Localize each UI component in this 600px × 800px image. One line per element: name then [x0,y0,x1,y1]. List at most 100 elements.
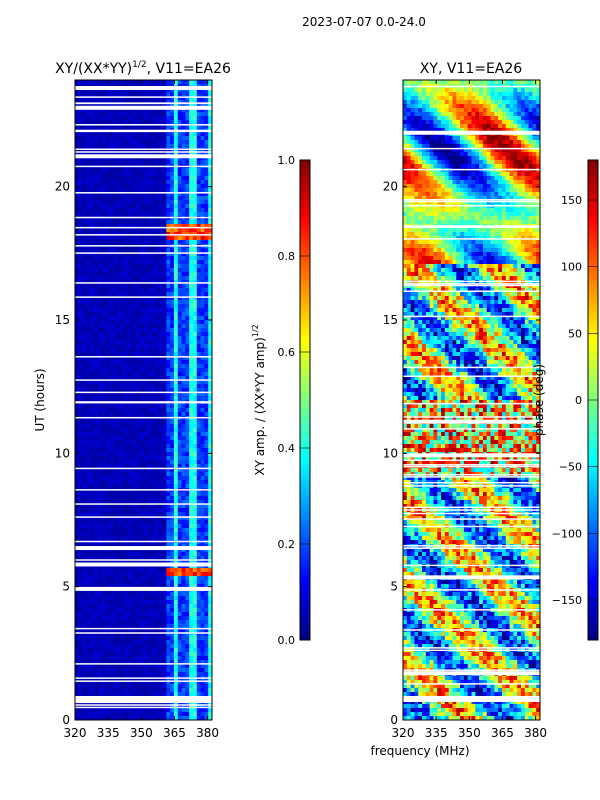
amplitude-heatmap-cell [132,268,137,273]
amplitude-heatmap-cell [116,236,122,241]
amplitude-heatmap-cell [139,80,144,85]
amplitude-heatmap-cell [109,380,114,385]
amplitude-heatmap-cell [97,292,103,297]
amplitude-heatmap-cell [185,304,190,309]
amplitude-heatmap-cell [147,620,152,625]
amplitude-heatmap-cell [90,376,95,381]
amplitude-heatmap-cell [109,136,114,141]
amplitude-heatmap-cell [128,552,133,557]
amplitude-heatmap-cell [128,472,133,477]
amplitude-heatmap-cell [105,220,110,225]
amplitude-heatmap-cell [124,196,129,201]
amplitude-heatmap-cell [192,324,198,329]
amplitude-heatmap-cell [147,372,152,377]
amplitude-heatmap-cell [90,332,95,337]
amplitude-heatmap-cell [132,356,137,361]
amplitude-heatmap-cell [185,536,190,541]
amplitude-heatmap-cell [75,192,80,197]
amplitude-heatmap-cell [192,344,198,349]
amplitude-heatmap-cell [105,512,110,517]
amplitude-heatmap-cell [90,624,95,629]
amplitude-heatmap-cell [162,592,167,597]
amplitude-heatmap-cell [143,92,148,97]
amplitude-heatmap-cell [196,420,202,425]
amplitude-heatmap-cell [192,504,198,509]
amplitude-heatmap-cell [189,92,194,97]
amplitude-heatmap-cell [75,240,80,245]
amplitude-heatmap-cell [177,96,183,101]
amplitude-heatmap-cell [94,580,99,585]
amplitude-heatmap-cell [105,492,110,497]
amplitude-heatmap-cell [189,388,194,393]
amplitude-heatmap-cell [162,328,167,333]
amplitude-heatmap-cell [109,204,114,209]
amplitude-heatmap-cell [75,500,80,505]
amplitude-heatmap-cell [192,472,198,477]
amplitude-heatmap-cell [101,524,106,529]
amplitude-heatmap-cell [173,328,179,333]
amplitude-heatmap-cell [124,212,129,217]
amplitude-heatmap-cell [196,212,202,217]
amplitude-heatmap-cell [143,256,148,261]
amplitude-heatmap-cell [204,172,209,177]
amplitude-heatmap-cell [177,144,183,149]
amplitude-heatmap-cell [139,560,144,565]
amplitude-heatmap-cell [158,492,164,497]
amplitude-heatmap-cell [101,152,106,157]
amplitude-heatmap-cell [192,512,198,517]
amplitude-heatmap-cell [75,172,80,177]
amplitude-heatmap-cell [120,284,125,289]
amplitude-heatmap-cell [82,144,87,149]
amplitude-heatmap-cell [208,520,212,525]
amplitude-heatmap-cell [124,288,129,293]
amplitude-heatmap-cell [78,516,84,521]
amplitude-heatmap-cell [192,196,198,201]
amplitude-heatmap-cell [82,252,87,257]
amplitude-heatmap-cell [143,460,148,465]
amplitude-heatmap-cell [90,160,95,165]
amplitude-heatmap-cell [177,116,183,121]
amplitude-heatmap-cell [90,220,95,225]
amplitude-heatmap-cell [132,208,137,213]
amplitude-heatmap-cell [170,624,175,629]
amplitude-heatmap-cell [116,304,122,309]
amplitude-heatmap-cell [204,508,209,513]
amplitude-heatmap-cell [109,520,114,525]
amplitude-heatmap-cell [200,352,205,357]
amplitude-heatmap-cell [158,584,164,589]
amplitude-heatmap-cell [151,516,156,521]
amplitude-heatmap-cell [204,364,209,369]
amplitude-heatmap-cell [166,452,171,457]
amplitude-heatmap-cell [82,504,87,509]
amplitude-heatmap-cell [139,248,144,253]
amplitude-heatmap-cell [143,480,148,485]
amplitude-heatmap-cell [120,364,125,369]
amplitude-heatmap-cell [78,120,84,125]
amplitude-heatmap-cell [124,372,129,377]
amplitude-heatmap-cell [101,260,106,265]
amplitude-heatmap-cell [173,356,179,361]
amplitude-heatmap-cell [204,412,209,417]
amplitude-heatmap-cell [135,344,141,349]
amplitude-heatmap-cell [132,524,137,529]
amplitude-heatmap-cell [162,508,167,513]
amplitude-heatmap-cell [101,208,106,213]
amplitude-heatmap-cell [128,436,133,441]
amplitude-heatmap-cell [86,148,91,153]
amplitude-heatmap-cell [132,604,137,609]
amplitude-heatmap-cell [78,484,84,489]
amplitude-heatmap-cell [154,344,160,349]
amplitude-heatmap-cell [166,512,171,517]
amplitude-heatmap-cell [204,496,209,501]
amplitude-heatmap-cell [196,568,202,573]
amplitude-heatmap-cell [124,572,129,577]
amplitude-heatmap-cell [97,88,103,93]
amplitude-heatmap-cell [101,628,106,633]
amplitude-heatmap-cell [132,600,137,605]
amplitude-heatmap-cell [151,212,156,217]
amplitude-heatmap-cell [132,100,137,105]
amplitude-heatmap-cell [75,120,80,125]
amplitude-heatmap-cell [151,360,156,365]
amplitude-heatmap-cell [105,188,110,193]
amplitude-heatmap-cell [128,132,133,137]
